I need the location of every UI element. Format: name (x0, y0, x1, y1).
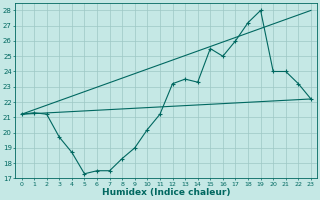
X-axis label: Humidex (Indice chaleur): Humidex (Indice chaleur) (102, 188, 230, 197)
